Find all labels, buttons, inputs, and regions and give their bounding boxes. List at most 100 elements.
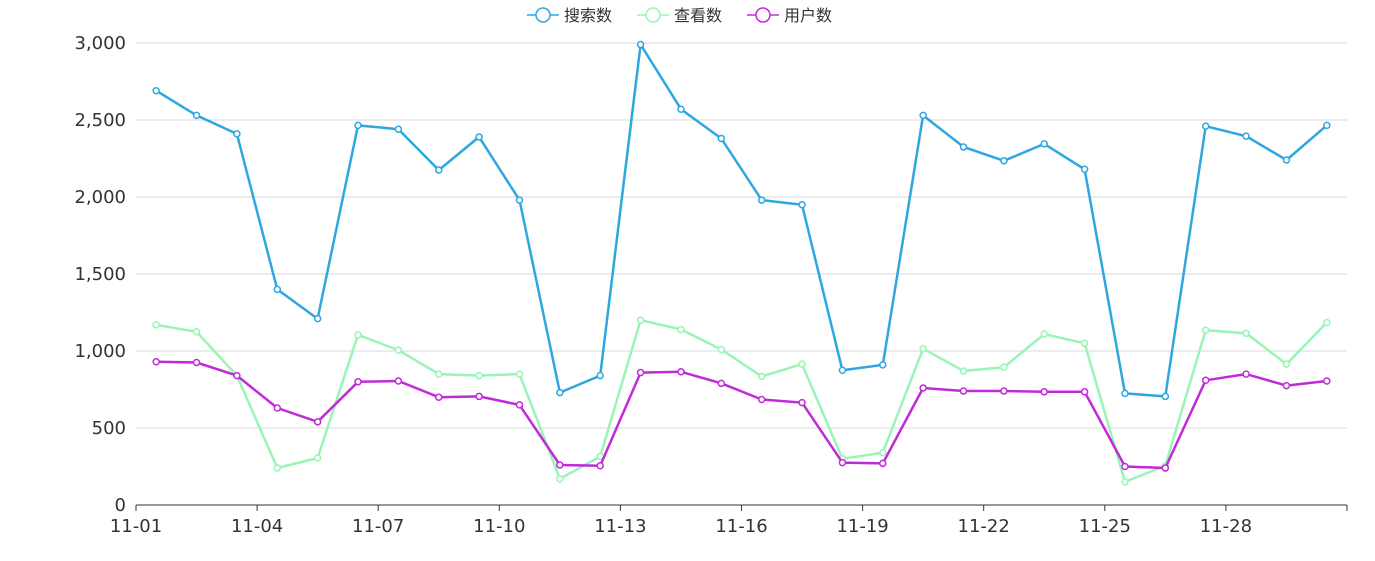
data-point (273, 404, 282, 412)
data-point (717, 345, 726, 354)
data-point (636, 40, 645, 49)
data-point (1000, 363, 1008, 371)
data-point (435, 393, 443, 401)
data-point (596, 371, 604, 380)
data-point (515, 401, 524, 409)
data-point (556, 475, 564, 483)
data-point (838, 458, 847, 467)
legend-label: 搜索数 (564, 6, 612, 25)
data-point (394, 346, 403, 354)
data-point (1242, 329, 1250, 338)
x-tick-label: 11-25 (1079, 516, 1131, 537)
data-point (152, 86, 160, 95)
data-point (1161, 392, 1170, 401)
y-tick-label: 2,500 (74, 110, 126, 131)
data-point (1121, 478, 1129, 486)
data-point (233, 371, 241, 380)
data-point (636, 316, 645, 324)
x-tick-label: 11-07 (352, 516, 404, 537)
legend-marker (755, 7, 771, 23)
legend-label: 查看数 (674, 6, 722, 25)
data-point (394, 377, 403, 385)
data-point (515, 196, 524, 204)
data-point (798, 200, 806, 209)
data-point (475, 392, 483, 401)
data-point (192, 328, 201, 336)
x-tick-label: 11-01 (110, 516, 162, 537)
series-3 (152, 358, 1331, 472)
data-point (636, 368, 645, 377)
x-axis: 11-01 11-04 11-07 11-10 11-13 11-16 11-19 11-22… (110, 504, 1348, 537)
data-point (677, 105, 685, 113)
data-point (1161, 464, 1170, 472)
series-line (155, 43, 1328, 398)
data-point (1080, 165, 1089, 174)
y-tick-label: 2,000 (74, 187, 126, 208)
data-point (354, 121, 362, 130)
data-point (677, 368, 685, 376)
data-point (1040, 140, 1048, 148)
x-tick-label: 11-16 (715, 516, 767, 537)
data-point (273, 285, 282, 294)
data-point (1282, 381, 1291, 390)
data-point (152, 358, 160, 366)
y-axis-tick-labels: 0 500 1,000 1,500 2,000 2,500 3,000 (74, 33, 126, 516)
data-point (313, 314, 322, 323)
data-point (313, 418, 322, 426)
data-point (1323, 318, 1331, 327)
data-point (1201, 376, 1210, 385)
data-point (1201, 326, 1210, 334)
data-point (313, 454, 322, 462)
data-point (959, 143, 968, 151)
data-point (798, 398, 806, 407)
data-point (354, 331, 362, 339)
data-point (879, 448, 887, 457)
data-point (233, 130, 241, 138)
data-point (757, 395, 766, 404)
data-point (152, 321, 160, 329)
data-point (1242, 370, 1250, 378)
data-point (273, 464, 282, 472)
x-tick-label: 11-13 (594, 516, 646, 537)
legend[interactable]: 搜索数 查看数 用户数 (527, 6, 832, 25)
legend-marker (535, 7, 551, 23)
data-point (1242, 132, 1250, 140)
data-point (475, 371, 483, 380)
data-point (879, 459, 887, 468)
data-point (435, 166, 443, 174)
data-point (1282, 360, 1291, 368)
series-line (155, 318, 1328, 484)
data-point (717, 134, 726, 143)
data-point (838, 366, 847, 374)
legend-item-2[interactable]: 查看数 (637, 6, 722, 25)
y-tick-label: 3,000 (74, 33, 126, 54)
data-point (192, 111, 201, 120)
series-1 (152, 40, 1331, 401)
data-point (717, 379, 726, 388)
legend-marker (645, 7, 661, 23)
data-point (515, 370, 524, 378)
data-point (1040, 330, 1048, 338)
data-point (556, 461, 564, 469)
data-point (1000, 157, 1008, 165)
data-point (1282, 156, 1291, 164)
data-point (1323, 377, 1331, 385)
y-tick-label: 1,500 (74, 264, 126, 285)
legend-item-1[interactable]: 搜索数 (527, 6, 612, 25)
data-point (1323, 121, 1331, 130)
legend-item-3[interactable]: 用户数 (747, 6, 832, 25)
data-point (959, 367, 968, 375)
data-point (435, 370, 443, 378)
data-point (1121, 462, 1129, 471)
data-point (394, 125, 403, 133)
data-point (879, 361, 887, 369)
data-point (1080, 388, 1089, 396)
data-point (757, 372, 766, 381)
data-point (919, 344, 927, 353)
data-point (919, 111, 927, 120)
data-point (192, 358, 201, 367)
grid-lines (136, 42, 1347, 429)
series-line (156, 360, 1327, 470)
data-point (1121, 389, 1129, 398)
